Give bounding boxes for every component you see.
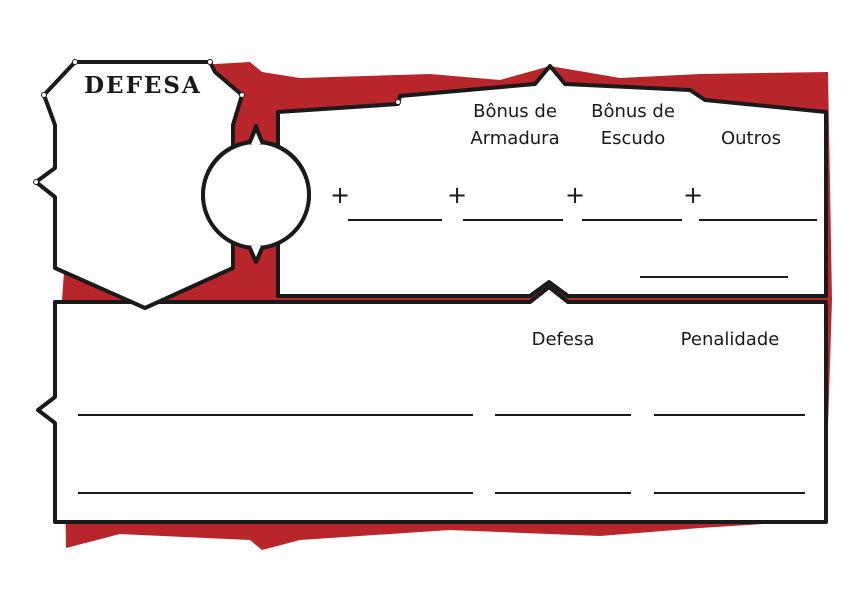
item-penalty-field-1[interactable] — [654, 414, 805, 416]
defense-column-header: Defesa — [531, 329, 595, 350]
extra-field[interactable] — [640, 276, 788, 278]
shield-bonus-line2: Escudo — [600, 128, 666, 149]
plus-sign-3: + — [565, 181, 586, 209]
plus-sign-4: + — [683, 181, 704, 209]
circle-top-spike — [247, 126, 265, 145]
item-penalty-field-2[interactable] — [654, 492, 805, 494]
other-header: Outros — [720, 128, 782, 149]
shield-bonus-field[interactable] — [582, 219, 682, 221]
armor-bonus-line1: Bônus de — [473, 101, 557, 122]
top-panel-frame — [276, 64, 828, 298]
modifier-field-1[interactable] — [348, 219, 442, 221]
bottom-panel-frame — [36, 285, 828, 524]
item-defense-field-2[interactable] — [495, 492, 631, 494]
section-title: DEFESA — [84, 72, 202, 99]
armor-bonus-field[interactable] — [463, 219, 563, 221]
shield-bonus-header: Bônus de Escudo — [573, 98, 693, 152]
shield-bonus-line1: Bônus de — [591, 101, 675, 122]
item-defense-field-1[interactable] — [495, 414, 631, 416]
armor-bonus-header: Bônus de Armadura — [455, 98, 575, 152]
armor-bonus-line2: Armadura — [470, 128, 560, 149]
defense-value-circle — [201, 140, 311, 250]
other-bonus-field[interactable] — [699, 219, 817, 221]
top-panel-corner-dot — [395, 99, 401, 105]
shield-frame — [34, 60, 244, 310]
item-name-field-2[interactable] — [78, 492, 473, 494]
item-name-field-1[interactable] — [78, 414, 473, 416]
shield-rivets — [33, 59, 245, 185]
plus-sign-1: + — [330, 181, 351, 209]
penalty-column-header: Penalidade — [680, 329, 780, 350]
circle-bottom-spike — [247, 245, 265, 264]
plus-sign-2: + — [447, 181, 468, 209]
